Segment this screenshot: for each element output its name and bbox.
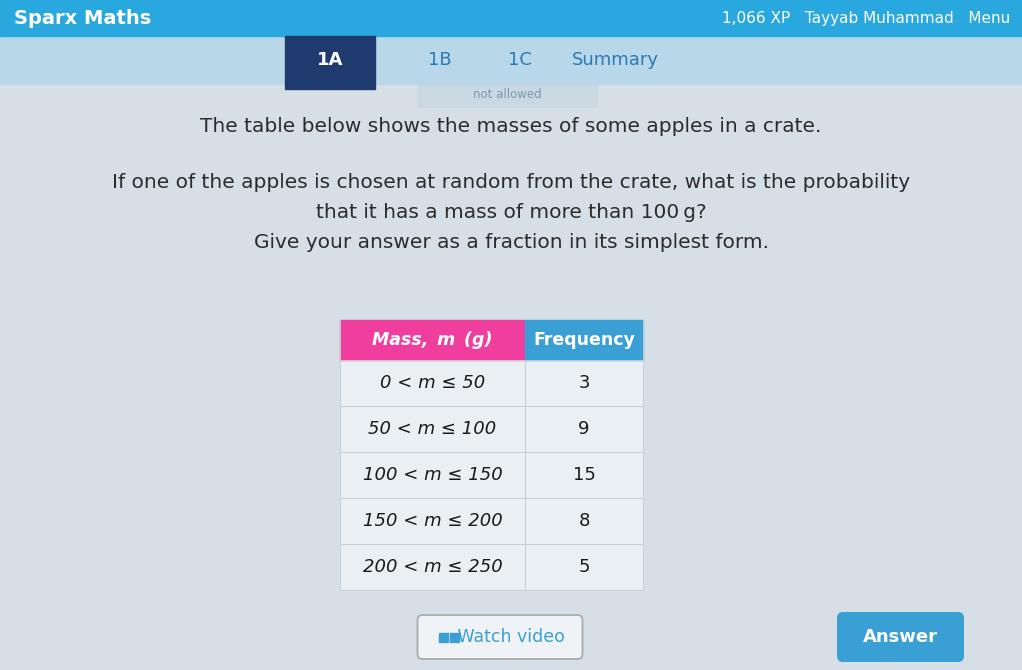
Bar	[0, 36, 1022, 84]
Text: Watch video: Watch video	[452, 628, 564, 646]
Text: 1B: 1B	[428, 51, 452, 69]
Text: 1C: 1C	[508, 51, 531, 69]
FancyBboxPatch shape	[417, 82, 598, 108]
Bar	[285, 36, 375, 84]
Bar	[285, 84, 375, 89]
Text: 1A: 1A	[317, 51, 343, 69]
Text: 0 < m ≤ 50: 0 < m ≤ 50	[380, 374, 485, 392]
Text: 8: 8	[578, 512, 590, 530]
Text: 3: 3	[578, 374, 590, 392]
Text: Mass, m (g): Mass, m (g)	[372, 331, 493, 349]
Text: 100 < m ≤ 150: 100 < m ≤ 150	[363, 466, 503, 484]
Bar	[340, 320, 525, 360]
Bar	[0, 0, 1022, 36]
Bar	[340, 452, 643, 498]
Text: 15: 15	[572, 466, 596, 484]
Text: If one of the apples is chosen at random from the crate, what is the probability: If one of the apples is chosen at random…	[112, 172, 910, 192]
Bar	[450, 632, 459, 641]
Text: that it has a mass of more than 100 g?: that it has a mass of more than 100 g?	[316, 202, 706, 222]
Bar	[340, 360, 643, 406]
Bar	[525, 320, 643, 360]
Text: not allowed: not allowed	[473, 88, 542, 101]
Bar	[340, 406, 643, 452]
FancyBboxPatch shape	[418, 615, 583, 659]
Bar	[340, 544, 643, 590]
Bar	[438, 632, 448, 641]
Text: 5: 5	[578, 558, 590, 576]
Text: 9: 9	[578, 420, 590, 438]
Text: 50 < m ≤ 100: 50 < m ≤ 100	[368, 420, 497, 438]
Text: The table below shows the masses of some apples in a crate.: The table below shows the masses of some…	[200, 117, 822, 137]
Text: Summary: Summary	[571, 51, 658, 69]
Text: Frequency: Frequency	[533, 331, 635, 349]
Text: 150 < m ≤ 200: 150 < m ≤ 200	[363, 512, 503, 530]
Text: Give your answer as a fraction in its simplest form.: Give your answer as a fraction in its si…	[253, 232, 769, 251]
Text: 200 < m ≤ 250: 200 < m ≤ 250	[363, 558, 503, 576]
FancyBboxPatch shape	[837, 612, 964, 662]
Text: 1,066 XP   Tayyab Muhammad   Menu: 1,066 XP Tayyab Muhammad Menu	[722, 11, 1010, 25]
Text: Answer: Answer	[863, 628, 938, 646]
Text: Sparx Maths: Sparx Maths	[14, 9, 151, 27]
Bar	[340, 498, 643, 544]
